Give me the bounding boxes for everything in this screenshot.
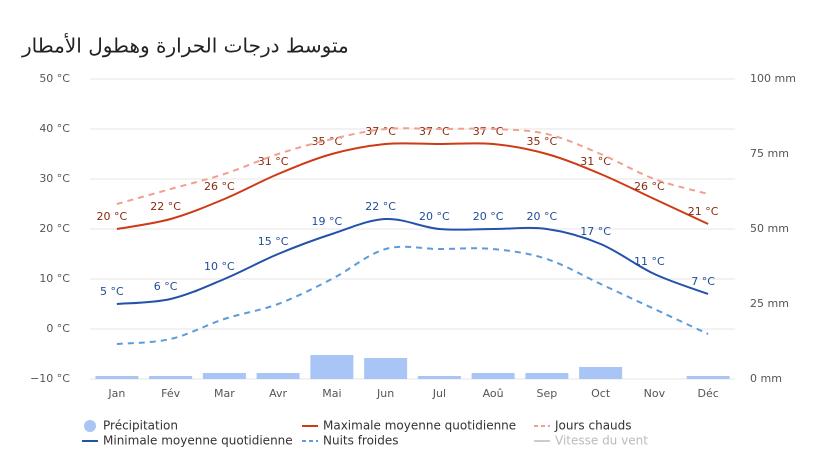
data-label: 6 °C — [154, 280, 178, 293]
x-tick-label: Oct — [591, 387, 611, 400]
legend-label: Vitesse du vent — [555, 434, 648, 448]
y-tick-label: 40 °C — [39, 122, 70, 135]
data-label: 35 °C — [527, 135, 558, 148]
chart-title: متوسط درجات الحرارة وهطول الأمطار — [21, 34, 349, 58]
y-tick-label: 50 °C — [39, 72, 70, 85]
legend-label: Minimale moyenne quotidienne — [103, 434, 293, 448]
data-label: 15 °C — [258, 235, 289, 248]
precip-bar — [202, 373, 246, 379]
data-label: 20 °C — [419, 210, 450, 223]
legend-label: Nuits froides — [323, 434, 399, 448]
y-tick-label: −10 °C — [30, 372, 70, 385]
precip-bar — [579, 367, 623, 379]
y2-tick-label: 75 mm — [750, 147, 789, 160]
data-label: 11 °C — [634, 255, 665, 268]
data-label: 10 °C — [204, 260, 235, 273]
data-label: 37 °C — [473, 125, 504, 138]
data-label: 17 °C — [580, 225, 611, 238]
y-tick-label: 0 °C — [46, 322, 70, 335]
legend-label: Maximale moyenne quotidienne — [323, 419, 516, 433]
y-tick-label: 20 °C — [39, 222, 70, 235]
precip-bar — [364, 358, 408, 379]
data-label: 7 °C — [691, 275, 715, 288]
data-label: 37 °C — [365, 125, 396, 138]
data-label: 5 °C — [100, 285, 124, 298]
y2-tick-label: 50 mm — [750, 222, 789, 235]
y2-tick-label: 25 mm — [750, 297, 789, 310]
precip-bar — [256, 373, 300, 379]
legend-label: Jours chauds — [554, 419, 632, 433]
precip-bar — [149, 376, 193, 379]
data-label: 26 °C — [634, 180, 665, 193]
data-label: 20 °C — [473, 210, 504, 223]
data-label: 37 °C — [419, 125, 450, 138]
precip-bar — [471, 373, 515, 379]
series-line — [116, 142, 709, 230]
x-tick-label: Jul — [432, 387, 446, 400]
x-tick-label: Mai — [322, 387, 341, 400]
precip-bar — [525, 373, 569, 379]
y2-tick-label: 100 mm — [750, 72, 796, 85]
y-tick-label: 10 °C — [39, 272, 70, 285]
x-tick-label: Nov — [644, 387, 666, 400]
x-tick-label: Jun — [376, 387, 394, 400]
precip-bar — [417, 376, 461, 379]
x-tick-label: Aoû — [483, 387, 504, 400]
data-label: 21 °C — [688, 205, 719, 218]
x-tick-label: Déc — [697, 387, 718, 400]
data-label: 20 °C — [527, 210, 558, 223]
data-label: 35 °C — [312, 135, 343, 148]
precip-bar — [686, 376, 730, 379]
legend-label: Précipitation — [103, 419, 178, 433]
data-label: 31 °C — [258, 155, 289, 168]
x-tick-label: Mar — [214, 387, 235, 400]
data-label: 20 °C — [97, 210, 128, 223]
data-label: 22 °C — [150, 200, 181, 213]
x-tick-label: Jan — [107, 387, 125, 400]
legend-symbol — [84, 420, 96, 432]
data-label: 19 °C — [312, 215, 343, 228]
precip-bar — [95, 376, 139, 379]
series-line — [116, 217, 709, 305]
y2-tick-label: 0 mm — [750, 372, 782, 385]
x-tick-label: Fév — [161, 387, 180, 400]
y-tick-label: 30 °C — [39, 172, 70, 185]
data-label: 31 °C — [580, 155, 611, 168]
x-tick-label: Sep — [537, 387, 558, 400]
data-label: 22 °C — [365, 200, 396, 213]
x-tick-label: Avr — [269, 387, 287, 400]
data-label: 26 °C — [204, 180, 235, 193]
precip-bar — [310, 355, 354, 379]
